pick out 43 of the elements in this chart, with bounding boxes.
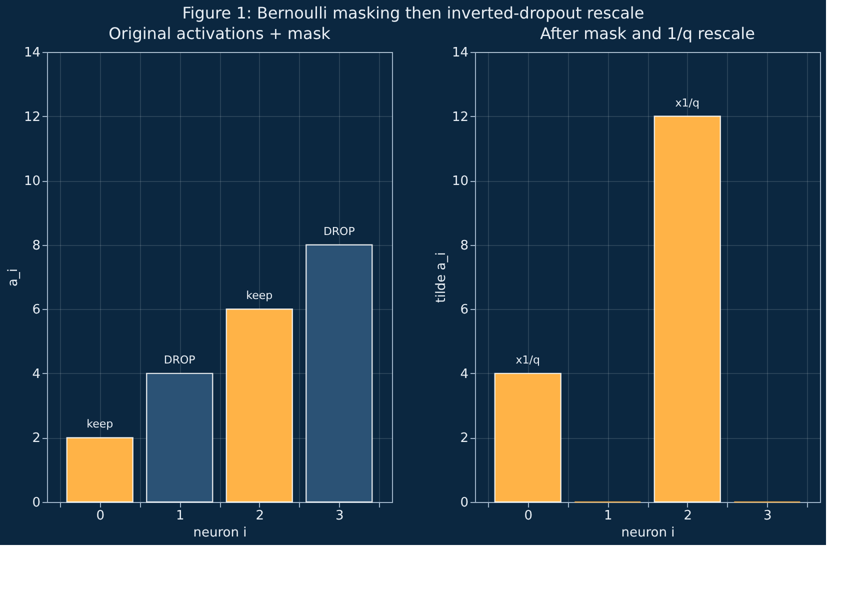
- x-tick-label: 3: [764, 508, 772, 524]
- y-tick-label: 4: [460, 366, 468, 382]
- x-tick-label: 3: [336, 508, 344, 524]
- y-tick-label: 12: [24, 110, 40, 125]
- bar: [654, 116, 721, 503]
- y-axis-title: a_i: [6, 268, 21, 287]
- y-tick-label: 10: [452, 174, 468, 190]
- bar: [226, 308, 293, 503]
- annotation: x1/q: [516, 353, 540, 366]
- bar: [494, 372, 562, 503]
- x-tick-label: 2: [256, 508, 264, 524]
- annotation: x1/q: [675, 96, 700, 110]
- annotation: keep: [86, 418, 114, 431]
- x-tick-label: 2: [684, 508, 692, 524]
- bar: [306, 244, 373, 503]
- y-tick-label: 14: [24, 46, 40, 60]
- y-tick-label: 10: [24, 174, 40, 190]
- x-tick-label: 1: [604, 508, 612, 524]
- bar: [146, 372, 214, 503]
- caption: Figure 1: Bernoulli masking then inverted-dropout rescale: [182, 4, 644, 22]
- annotation: DROP: [323, 224, 356, 238]
- x-tick-label: 0: [96, 508, 104, 524]
- x-axis-title: neuron i: [621, 526, 675, 540]
- y-tick-label: 8: [460, 238, 468, 254]
- y-tick-label: 12: [452, 110, 468, 125]
- y-tick-label: 2: [460, 431, 468, 446]
- x-tick-label: 0: [524, 508, 532, 524]
- y-tick-label: 14: [452, 46, 468, 60]
- chart-title: After mask and 1/q rescale: [540, 24, 755, 43]
- y-tick-label: 2: [32, 431, 40, 446]
- y-tick-label: 0: [460, 496, 468, 510]
- y-axis-title: tilde a_i: [434, 252, 449, 303]
- annotation: keep: [246, 289, 273, 302]
- y-tick-label: 6: [32, 302, 40, 318]
- x-tick-label: 1: [176, 508, 184, 524]
- y-tick-label: 8: [32, 238, 40, 254]
- y-tick-label: 0: [32, 496, 40, 510]
- bar: [66, 437, 134, 503]
- x-axis-title: neuron i: [193, 526, 247, 540]
- chart-title: Original activations + mask: [108, 24, 332, 43]
- annotation: DROP: [164, 353, 196, 366]
- y-tick-label: 4: [32, 366, 40, 382]
- y-tick-label: 6: [460, 302, 468, 318]
